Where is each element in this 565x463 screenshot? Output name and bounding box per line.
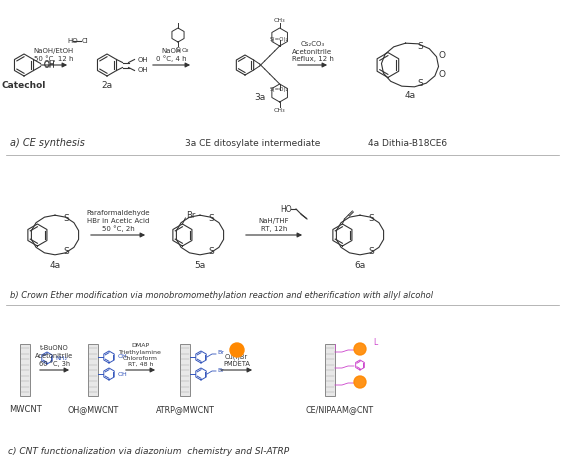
Text: S: S xyxy=(368,247,374,256)
Text: 5a: 5a xyxy=(194,261,206,269)
Text: S(=O)₂: S(=O)₂ xyxy=(270,37,288,42)
Text: OH: OH xyxy=(137,68,148,74)
Text: OH: OH xyxy=(44,60,55,69)
Text: Br: Br xyxy=(217,368,224,373)
Text: OH: OH xyxy=(44,61,55,70)
Text: S: S xyxy=(368,214,374,223)
Circle shape xyxy=(230,343,244,357)
Text: Cs₂CO₃
Acetonitrile
Reflux, 12 h: Cs₂CO₃ Acetonitrile Reflux, 12 h xyxy=(292,41,333,62)
Text: c) CNT functionalization via diazonium  chemistry and SI-ATRP: c) CNT functionalization via diazonium c… xyxy=(8,448,289,457)
Text: 4a: 4a xyxy=(50,261,60,269)
Text: b) Crown Ether modification via monobromomethylation reaction and etherification: b) Crown Ether modification via monobrom… xyxy=(10,290,433,300)
Text: 4a: 4a xyxy=(405,90,416,100)
Text: Br: Br xyxy=(217,350,224,356)
Text: CE/NIPAAM@CNT: CE/NIPAAM@CNT xyxy=(306,406,374,414)
Circle shape xyxy=(354,343,366,355)
Text: O: O xyxy=(438,51,445,60)
Text: Paraformaldehyde
HBr in Acetic Acid
50 °C, 2h: Paraformaldehyde HBr in Acetic Acid 50 °… xyxy=(86,210,150,232)
Text: 4a Dithia-B18CE6: 4a Dithia-B18CE6 xyxy=(368,138,447,148)
Text: S: S xyxy=(63,214,69,223)
Text: CH₃: CH₃ xyxy=(274,18,285,23)
Text: Cu(I)Br
PMDETA: Cu(I)Br PMDETA xyxy=(223,353,250,367)
Text: L: L xyxy=(373,338,377,347)
Text: a) CE synthesis: a) CE synthesis xyxy=(10,138,85,148)
FancyBboxPatch shape xyxy=(180,344,190,396)
Text: Cl: Cl xyxy=(82,38,89,44)
Text: S: S xyxy=(176,47,180,53)
FancyBboxPatch shape xyxy=(20,344,30,396)
Text: Br: Br xyxy=(186,211,196,219)
Text: S: S xyxy=(208,214,214,223)
Circle shape xyxy=(354,376,366,388)
FancyBboxPatch shape xyxy=(88,344,98,396)
Text: 3a: 3a xyxy=(254,93,266,101)
Text: OH: OH xyxy=(137,56,148,63)
Text: NaOH
0 °C, 4 h: NaOH 0 °C, 4 h xyxy=(156,48,187,62)
Text: NaOH/EtOH
50 °C, 12 h: NaOH/EtOH 50 °C, 12 h xyxy=(34,48,74,62)
Text: Catechol: Catechol xyxy=(2,81,46,89)
Text: HO: HO xyxy=(280,205,292,213)
Text: OH@MWCNT: OH@MWCNT xyxy=(67,406,119,414)
Text: S: S xyxy=(63,247,69,256)
Text: O: O xyxy=(438,69,445,79)
Text: MWCNT: MWCNT xyxy=(8,406,41,414)
Text: 3a CE ditosylate intermediate: 3a CE ditosylate intermediate xyxy=(185,138,320,148)
Text: S(=O)₂: S(=O)₂ xyxy=(270,87,288,92)
Text: CH₃: CH₃ xyxy=(274,107,285,113)
FancyBboxPatch shape xyxy=(325,344,335,396)
Text: S: S xyxy=(418,79,423,88)
Text: S: S xyxy=(208,247,214,256)
Text: 2a: 2a xyxy=(102,81,112,89)
Text: OH: OH xyxy=(118,355,128,359)
Text: S: S xyxy=(418,42,423,51)
Text: HO: HO xyxy=(67,38,77,44)
Text: O₂: O₂ xyxy=(182,48,189,52)
Text: 6a: 6a xyxy=(354,261,366,269)
Text: OH: OH xyxy=(118,371,128,376)
Text: NaH/THF
RT, 12h: NaH/THF RT, 12h xyxy=(259,219,289,232)
Text: NH₂: NH₂ xyxy=(55,356,67,361)
Text: ATRP@MWCNT: ATRP@MWCNT xyxy=(155,406,215,414)
Text: DMAP
Triethylamine
Chloroform
RT, 48 h: DMAP Triethylamine Chloroform RT, 48 h xyxy=(119,344,162,367)
Text: t-BuONO
Acetonitrile
60 °C, 3h: t-BuONO Acetonitrile 60 °C, 3h xyxy=(36,345,73,367)
